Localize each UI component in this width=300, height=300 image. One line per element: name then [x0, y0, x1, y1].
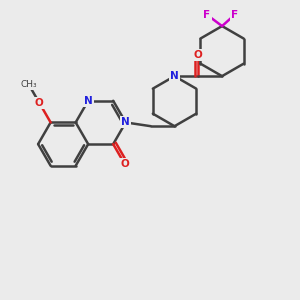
Text: O: O: [194, 50, 203, 60]
Text: CH₃: CH₃: [20, 80, 37, 89]
Text: F: F: [231, 10, 238, 20]
Text: N: N: [170, 71, 179, 81]
Text: F: F: [203, 10, 211, 20]
Text: O: O: [35, 98, 44, 108]
Text: O: O: [120, 159, 129, 169]
Text: N: N: [84, 96, 92, 106]
Text: N: N: [121, 117, 130, 128]
